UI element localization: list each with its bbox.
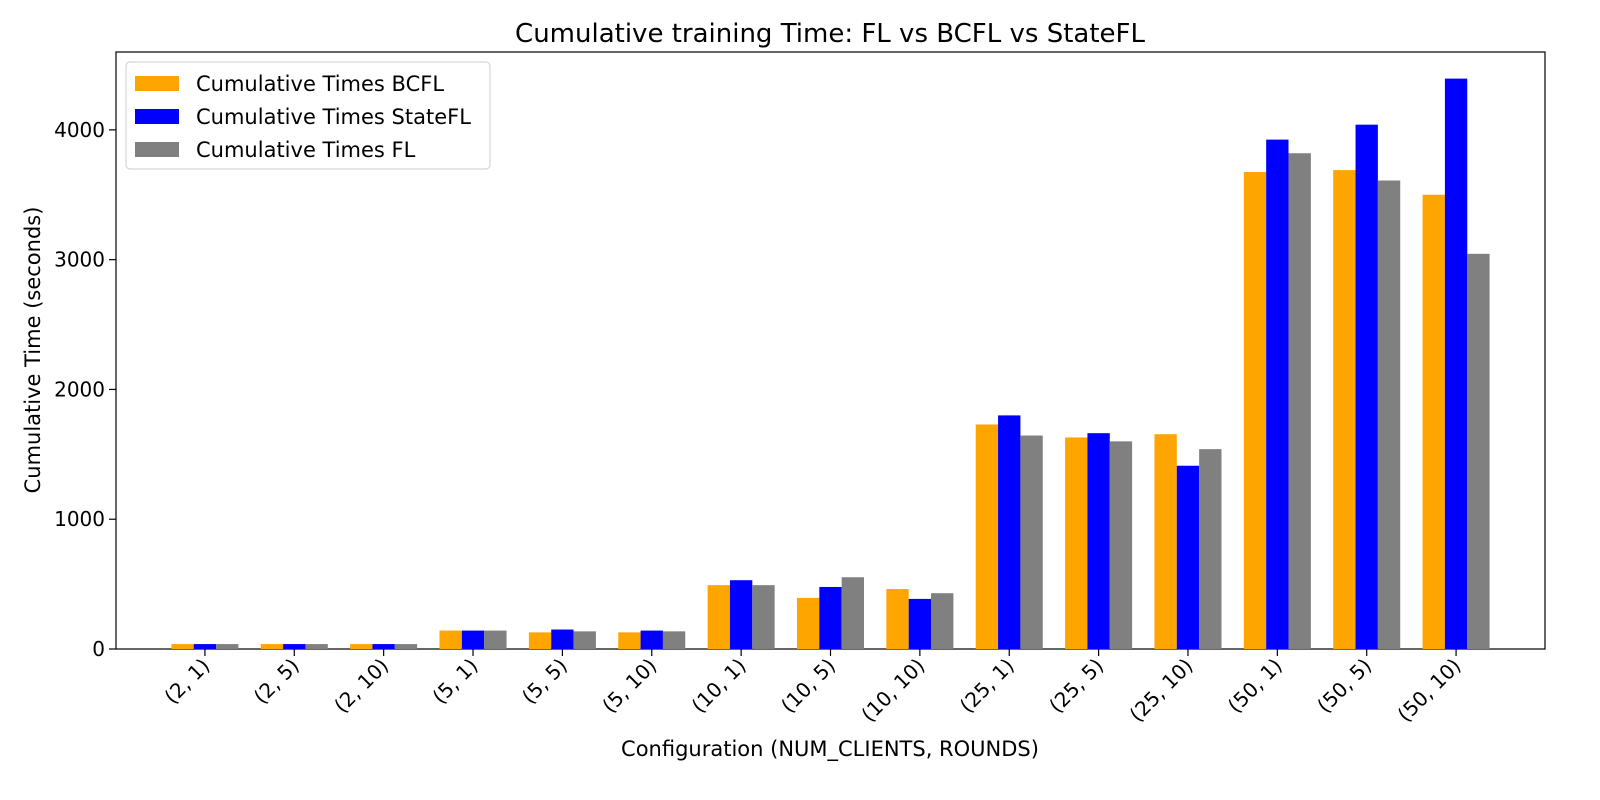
- bar-fl-13: [1377, 180, 1401, 649]
- x-tick-label: (2, 5): [249, 654, 304, 709]
- bar-fl-0: [216, 644, 239, 649]
- legend-swatch: [135, 76, 179, 91]
- bar-statefl-6: [729, 580, 753, 649]
- bar-statefl-13: [1355, 124, 1378, 649]
- bar-fl-8: [931, 593, 954, 649]
- y-tick-label: 0: [92, 637, 105, 661]
- bar-statefl-1: [283, 644, 306, 649]
- x-tick-label: (50, 1): [1223, 654, 1287, 718]
- bar-bcfl-6: [707, 585, 730, 649]
- x-tick-label: (10, 10): [856, 654, 929, 727]
- bar-fl-11: [1199, 449, 1222, 649]
- bar-bcfl-8: [886, 589, 909, 649]
- bar-statefl-7: [819, 586, 842, 649]
- bar-fl-9: [1020, 435, 1043, 649]
- bar-statefl-11: [1176, 465, 1200, 649]
- bar-bcfl-12: [1243, 172, 1267, 649]
- bar-bcfl-10: [1065, 437, 1088, 649]
- bar-fl-2: [394, 644, 418, 649]
- x-tick-label: (10, 1): [687, 654, 751, 718]
- bar-fl-12: [1288, 153, 1311, 649]
- x-tick-label: (5, 1): [428, 654, 483, 709]
- bar-fl-5: [662, 631, 686, 649]
- bar-bcfl-13: [1333, 170, 1356, 649]
- bar-bcfl-4: [528, 632, 552, 649]
- bar-bcfl-14: [1422, 194, 1445, 649]
- bar-bcfl-1: [260, 644, 284, 649]
- bar-bcfl-7: [796, 597, 820, 649]
- bar-statefl-2: [372, 644, 395, 649]
- bar-bcfl-0: [171, 644, 194, 649]
- bar-statefl-0: [193, 644, 217, 649]
- bar-fl-7: [841, 577, 865, 649]
- bar-bcfl-11: [1154, 434, 1177, 649]
- bar-statefl-4: [551, 629, 574, 649]
- x-axis-label: Configuration (NUM_CLIENTS, ROUNDS): [621, 737, 1039, 762]
- bar-statefl-9: [998, 415, 1021, 649]
- bar-bcfl-9: [975, 424, 999, 649]
- bar-statefl-12: [1266, 139, 1289, 649]
- chart-title: Cumulative training Time: FL vs BCFL vs …: [515, 19, 1145, 49]
- y-tick-label: 4000: [54, 118, 105, 142]
- x-tick-label: (50, 5): [1312, 654, 1376, 718]
- legend-swatch: [135, 142, 179, 157]
- bar-statefl-5: [640, 630, 663, 649]
- legend-box: [125, 61, 491, 170]
- bar-fl-1: [305, 644, 328, 649]
- bar-bcfl-3: [439, 630, 462, 649]
- bar-bcfl-5: [618, 632, 641, 649]
- bar-fl-4: [573, 631, 596, 649]
- legend-label: Cumulative Times StateFL: [196, 105, 471, 129]
- y-axis: 0 1000 2000 3000 4000: [54, 118, 116, 661]
- bar-statefl-14: [1444, 78, 1468, 649]
- x-tick-label: (5, 5): [517, 654, 572, 709]
- bar-bcfl-2: [350, 644, 373, 649]
- x-tick-label: (25, 1): [955, 654, 1019, 718]
- legend-label: Cumulative Times FL: [196, 138, 416, 162]
- x-tick-label: (2, 10): [329, 654, 393, 718]
- x-tick-label: (2, 1): [159, 654, 214, 709]
- bar-statefl-3: [461, 630, 485, 649]
- legend-swatch: [135, 109, 179, 124]
- legend-label: Cumulative Times BCFL: [196, 72, 444, 96]
- legend: Cumulative Times BCFL Cumulative Times St…: [125, 61, 491, 170]
- bar-fl-3: [484, 630, 507, 649]
- bar-statefl-8: [908, 598, 932, 649]
- bars: [171, 78, 1490, 649]
- y-tick-label: 1000: [54, 507, 105, 531]
- x-tick-label: (10, 5): [776, 654, 840, 718]
- bar-statefl-10: [1087, 433, 1110, 649]
- x-tick-label: (25, 5): [1044, 654, 1108, 718]
- x-tick-label: (25, 10): [1125, 654, 1198, 727]
- bar-fl-10: [1109, 441, 1133, 649]
- y-axis-label: Cumulative Time (seconds): [21, 207, 45, 494]
- x-axis: (2, 1) (2, 5) (2, 10) (5, 1) (5, 5) (5, 10) (1…: [159, 649, 1466, 727]
- y-tick-label: 3000: [54, 248, 105, 272]
- x-tick-label: (50, 10): [1393, 654, 1466, 727]
- y-tick-label: 2000: [54, 377, 105, 401]
- x-tick-label: (5, 10): [597, 654, 661, 718]
- bar-fl-6: [752, 585, 775, 649]
- bar-fl-14: [1467, 253, 1490, 649]
